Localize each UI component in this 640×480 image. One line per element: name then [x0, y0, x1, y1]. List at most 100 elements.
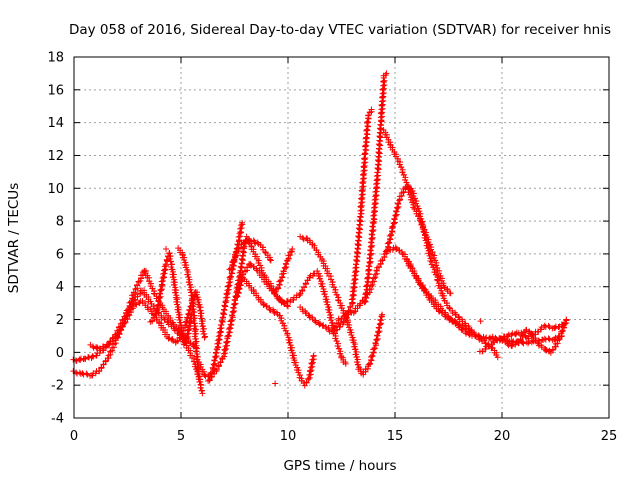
data-point	[212, 349, 219, 356]
data-point	[237, 278, 244, 285]
y-tick-label: 0	[56, 346, 64, 361]
data-point	[224, 287, 231, 294]
data-point	[372, 191, 379, 198]
data-point	[297, 233, 304, 240]
data-point	[221, 346, 228, 353]
data-point	[235, 234, 242, 241]
data-point	[374, 157, 381, 164]
data-point	[373, 181, 380, 188]
data-point	[353, 256, 360, 263]
x-tick-label: 20	[494, 429, 511, 444]
data-point	[171, 327, 178, 334]
data-point	[377, 121, 384, 128]
data-point	[358, 202, 365, 209]
data-point	[217, 325, 224, 332]
data-point	[367, 258, 374, 265]
data-point	[154, 305, 161, 312]
data-point	[360, 178, 367, 185]
data-point	[189, 303, 196, 310]
data-point	[357, 203, 364, 210]
data-point	[193, 342, 200, 349]
data-point	[359, 179, 366, 186]
y-tick-label: -4	[51, 412, 64, 427]
data-point	[168, 336, 175, 343]
data-point	[226, 274, 233, 281]
data-point	[319, 322, 326, 329]
data-point	[364, 275, 371, 282]
y-tick-label: 16	[47, 83, 64, 98]
data-point	[363, 134, 370, 141]
data-point	[186, 319, 193, 326]
data-point	[189, 292, 196, 299]
data-point	[316, 321, 323, 328]
data-point	[158, 278, 165, 285]
data-point	[238, 255, 245, 262]
data-point	[214, 340, 221, 347]
data-point	[477, 334, 484, 341]
data-point	[190, 306, 197, 313]
data-point	[355, 233, 362, 240]
x-tick-labels: 0 5 10 15 20 25	[70, 429, 617, 444]
data-point	[224, 283, 231, 290]
data-point	[70, 356, 77, 363]
x-tick-label: 15	[387, 429, 404, 444]
data-point	[363, 120, 370, 127]
y-tick-label: 2	[56, 313, 64, 328]
data-point	[361, 143, 368, 150]
grid	[74, 57, 609, 418]
data-point	[121, 319, 128, 326]
series-track-12	[297, 233, 386, 378]
chart-title: Day 058 of 2016, Sidereal Day-to-day VTE…	[69, 22, 611, 38]
data-point	[224, 333, 231, 340]
data-point	[361, 162, 368, 169]
y-tick-label: -2	[51, 379, 64, 394]
data-point	[238, 219, 245, 226]
data-point	[305, 375, 312, 382]
data-point	[263, 278, 270, 285]
data-point	[526, 338, 533, 345]
data-point	[365, 262, 372, 269]
data-point	[368, 250, 375, 257]
data-point	[375, 328, 382, 335]
data-point	[369, 234, 376, 241]
series-track-15	[361, 70, 390, 306]
data-point	[362, 142, 369, 149]
data-point	[223, 290, 230, 297]
data-point	[367, 247, 374, 254]
data-point	[167, 258, 174, 265]
y-tick-label: 18	[47, 51, 64, 66]
data-point	[378, 117, 385, 124]
data-point	[185, 310, 192, 317]
data-point	[199, 390, 206, 397]
x-tick-label: 25	[601, 429, 618, 444]
data-point	[159, 275, 166, 282]
data-point	[76, 369, 83, 376]
data-point	[372, 199, 379, 206]
data-point	[365, 267, 372, 274]
data-point	[192, 340, 199, 347]
data-point	[305, 312, 312, 319]
data-point	[374, 176, 381, 183]
data-point	[166, 250, 173, 257]
data-point	[370, 215, 377, 222]
plot-frame	[73, 56, 610, 419]
data-point	[211, 357, 218, 364]
data-point	[352, 267, 359, 274]
data-point	[373, 173, 380, 180]
data-point	[373, 184, 380, 191]
data-point	[391, 215, 398, 222]
data-point	[369, 242, 376, 249]
data-point	[359, 186, 366, 193]
y-tick-label: 14	[47, 116, 64, 131]
data-point	[371, 207, 378, 214]
data-point	[387, 231, 394, 238]
data-point	[375, 141, 382, 148]
data-point	[446, 304, 453, 311]
data-point	[358, 187, 365, 194]
data-point	[227, 318, 234, 325]
data-point	[374, 164, 381, 171]
data-point	[109, 338, 116, 345]
data-point	[358, 210, 365, 217]
data-point	[545, 322, 552, 329]
